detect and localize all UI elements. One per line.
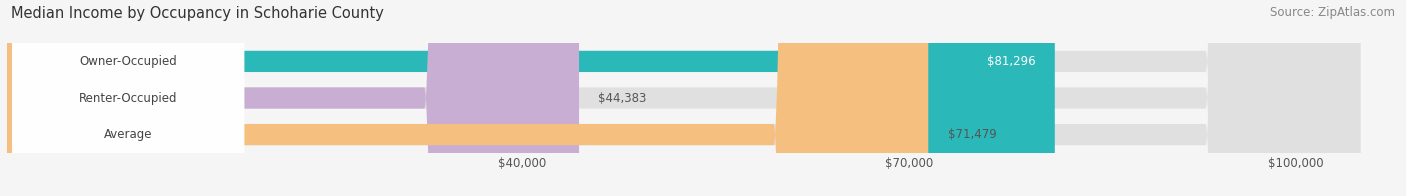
- FancyBboxPatch shape: [7, 0, 1361, 196]
- FancyBboxPatch shape: [7, 0, 928, 196]
- Text: Source: ZipAtlas.com: Source: ZipAtlas.com: [1270, 6, 1395, 19]
- Text: $44,383: $44,383: [599, 92, 647, 104]
- FancyBboxPatch shape: [7, 0, 579, 196]
- Text: Renter-Occupied: Renter-Occupied: [79, 92, 177, 104]
- FancyBboxPatch shape: [7, 0, 1361, 196]
- FancyBboxPatch shape: [13, 0, 245, 196]
- FancyBboxPatch shape: [13, 0, 245, 196]
- Text: $81,296: $81,296: [987, 55, 1035, 68]
- FancyBboxPatch shape: [7, 0, 1361, 196]
- FancyBboxPatch shape: [7, 0, 1054, 196]
- Text: Median Income by Occupancy in Schoharie County: Median Income by Occupancy in Schoharie …: [11, 6, 384, 21]
- Text: $71,479: $71,479: [948, 128, 997, 141]
- FancyBboxPatch shape: [13, 0, 245, 196]
- Text: Owner-Occupied: Owner-Occupied: [79, 55, 177, 68]
- Text: Average: Average: [104, 128, 152, 141]
